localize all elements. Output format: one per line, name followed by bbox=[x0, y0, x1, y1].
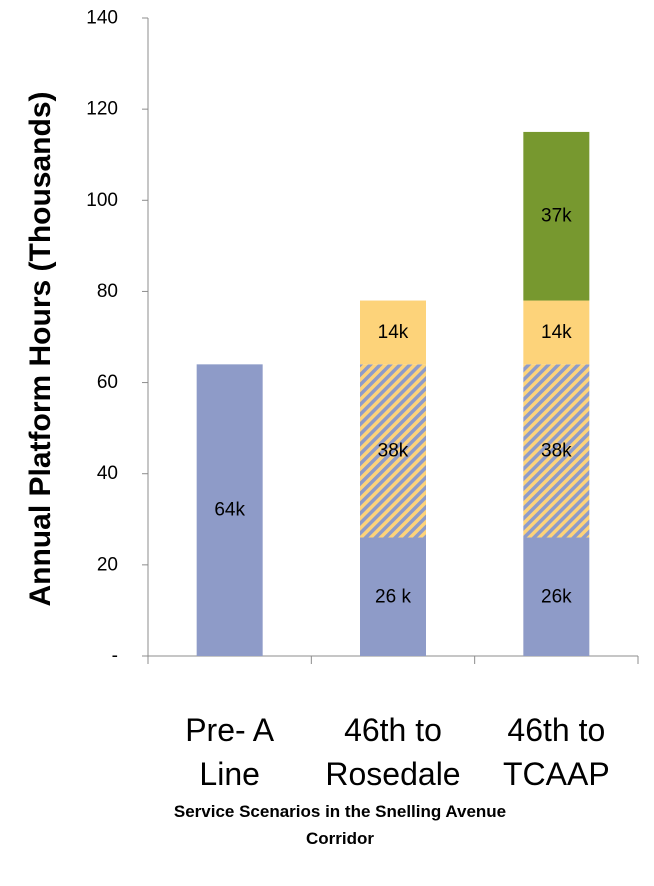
data-label: 14k bbox=[378, 322, 409, 343]
data-label: 64k bbox=[214, 500, 245, 521]
y-axis-title: Annual Platform Hours (Thousands) bbox=[24, 91, 57, 607]
x-category-label: Pre- A bbox=[185, 712, 275, 748]
x-category-label: Line bbox=[199, 756, 260, 792]
y-tick-label: 100 bbox=[86, 190, 118, 211]
data-label: 38k bbox=[541, 440, 572, 461]
y-tick-label: - bbox=[112, 646, 118, 667]
bar-segment bbox=[360, 537, 426, 656]
bar-segment bbox=[196, 364, 263, 656]
data-label: 37k bbox=[541, 206, 572, 227]
x-category-label: 46th to bbox=[507, 712, 605, 748]
y-tick-label: 40 bbox=[97, 463, 118, 484]
x-category-label: TCAAP bbox=[503, 756, 610, 792]
x-axis-title-line-1: Service Scenarios in the Snelling Avenue bbox=[173, 802, 507, 821]
x-axis-title: Service Scenarios in the Snelling Avenue… bbox=[150, 798, 530, 852]
data-label: 38k bbox=[378, 440, 409, 461]
y-tick-label: 60 bbox=[97, 372, 118, 393]
bar-segment bbox=[523, 131, 590, 301]
data-label: 26 k bbox=[375, 586, 411, 607]
x-axis-title-line-2: Corridor bbox=[306, 829, 374, 848]
y-tick-label: 140 bbox=[86, 8, 118, 29]
x-category-label: 46th to bbox=[344, 712, 442, 748]
bar-segment bbox=[523, 537, 590, 656]
x-category-label: Rosedale bbox=[325, 756, 460, 792]
data-label: 14k bbox=[541, 322, 572, 343]
y-tick-label: 80 bbox=[97, 281, 118, 302]
y-axis-title-container: Annual Platform Hours (Thousands) bbox=[10, 36, 72, 662]
bar-segment bbox=[360, 364, 426, 538]
y-tick-label: 120 bbox=[86, 99, 118, 120]
data-label: 26k bbox=[541, 586, 572, 607]
bar-segment bbox=[523, 364, 590, 538]
y-tick-label: 20 bbox=[97, 554, 118, 575]
bar-segment bbox=[523, 300, 590, 365]
bar-segment bbox=[360, 300, 426, 365]
